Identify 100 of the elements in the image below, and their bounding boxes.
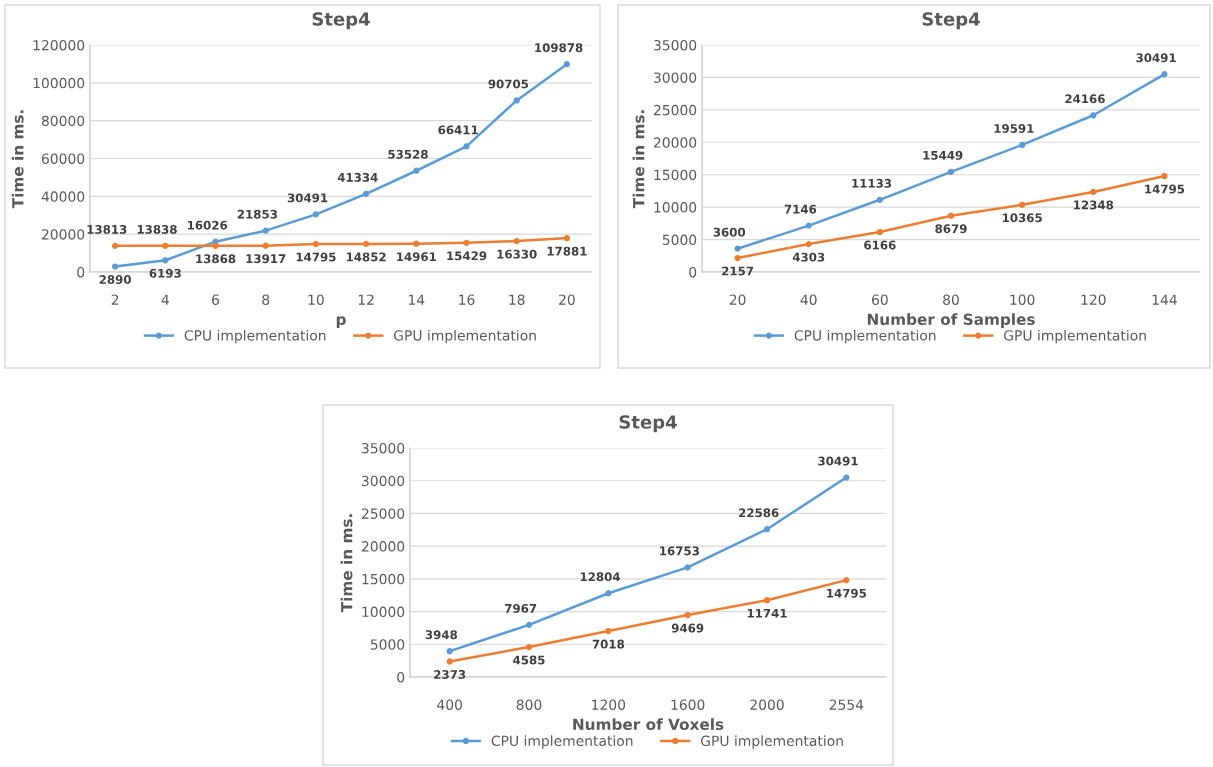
y-tick-label: 120000 xyxy=(33,39,85,51)
point xyxy=(312,240,320,248)
point xyxy=(162,242,169,249)
point xyxy=(262,242,269,249)
x-tick-label: 100 xyxy=(1010,294,1035,305)
data-label: 13813 xyxy=(87,224,127,234)
data-label: 13917 xyxy=(246,254,286,264)
data-label: 14961 xyxy=(397,252,437,262)
point xyxy=(805,240,812,248)
data-label: 17881 xyxy=(547,246,587,256)
chart-title: Step4 xyxy=(922,12,980,30)
data-label: 7967 xyxy=(505,603,537,613)
x-tick-label: 800 xyxy=(516,699,542,710)
y-tick-label: 25000 xyxy=(361,508,405,519)
data-label: 6166 xyxy=(864,240,896,250)
data-label: 14852 xyxy=(346,252,386,262)
point xyxy=(111,242,119,249)
y-tick-label: 30000 xyxy=(362,475,405,487)
data-label: 30491 xyxy=(1136,53,1176,63)
point xyxy=(162,257,169,264)
y-tick-label: 60000 xyxy=(41,153,85,164)
data-label: 21853 xyxy=(237,209,277,219)
data-label: 2890 xyxy=(99,275,131,284)
point xyxy=(947,168,955,175)
point xyxy=(1161,172,1168,180)
point xyxy=(513,97,520,104)
point xyxy=(446,658,453,665)
point xyxy=(734,254,741,262)
y-axis-title: Time in ms. xyxy=(632,110,645,209)
y-axis-title: Time in ms. xyxy=(340,514,353,613)
data-label: 7018 xyxy=(592,639,625,649)
legend-label: CPU implementation xyxy=(184,329,326,344)
point xyxy=(563,61,571,68)
data-label: 9469 xyxy=(671,623,704,633)
x-tick-label: 2 xyxy=(111,294,119,305)
point xyxy=(362,190,370,197)
x-tick-label: 120 xyxy=(1081,294,1106,305)
x-tick-label: 20 xyxy=(559,294,575,305)
x-tick-label: 1200 xyxy=(592,699,626,710)
point xyxy=(843,577,850,584)
x-tick-label: 14 xyxy=(408,294,425,305)
x-axis-title: Number of Voxels xyxy=(573,718,724,731)
legend-label: GPU implementation xyxy=(1004,329,1146,344)
x-tick-label: 6 xyxy=(212,294,220,305)
x-tick-label: 80 xyxy=(943,294,959,305)
y-tick-label: 20000 xyxy=(361,541,405,552)
chart-title: Step4 xyxy=(619,415,677,433)
x-tick-label: 20 xyxy=(729,294,746,305)
data-label: 8679 xyxy=(935,224,967,234)
data-label: 3600 xyxy=(713,227,746,237)
data-label: 4585 xyxy=(513,655,545,665)
y-tick-label: 0 xyxy=(689,266,697,278)
chart-title: Step4 xyxy=(312,12,370,30)
point xyxy=(605,590,612,597)
data-label: 14795 xyxy=(827,588,867,598)
x-tick-label: 16 xyxy=(459,294,475,305)
x-tick-label: 4 xyxy=(161,294,169,305)
x-tick-label: 1600 xyxy=(671,699,705,710)
data-label: 90705 xyxy=(488,79,529,89)
data-label: 22586 xyxy=(739,508,779,518)
y-tick-label: 5000 xyxy=(662,234,697,246)
y-tick-label: 35000 xyxy=(362,442,405,454)
data-label: 10365 xyxy=(1002,213,1042,223)
y-tick-label: 0 xyxy=(77,266,85,278)
data-label: 53528 xyxy=(388,149,428,159)
x-tick-label: 60 xyxy=(871,294,888,305)
point xyxy=(262,227,269,234)
point xyxy=(805,222,812,229)
point xyxy=(1019,201,1026,208)
legend-label: CPU implementation xyxy=(491,735,633,749)
data-label: 30491 xyxy=(818,456,858,466)
data-label: 109878 xyxy=(535,43,583,53)
point xyxy=(446,648,453,655)
y-tick-label: 15000 xyxy=(362,573,405,585)
y-tick-label: 20000 xyxy=(653,137,697,148)
data-label: 15449 xyxy=(923,150,963,160)
point xyxy=(1019,141,1026,149)
data-label: 13868 xyxy=(196,254,236,264)
data-label: 30491 xyxy=(287,193,328,203)
data-label: 12804 xyxy=(580,572,620,582)
data-label: 15429 xyxy=(447,251,487,261)
point xyxy=(362,240,370,248)
data-label: 14795 xyxy=(296,252,336,262)
data-label: 3948 xyxy=(425,630,458,640)
data-label: 16026 xyxy=(187,220,228,230)
point xyxy=(947,212,955,219)
point xyxy=(513,237,520,245)
y-tick-label: 0 xyxy=(397,671,405,683)
x-tick-label: 18 xyxy=(509,294,525,305)
y-tick-label: 5000 xyxy=(370,639,405,650)
point xyxy=(111,263,119,270)
point xyxy=(463,239,470,246)
data-label: 19591 xyxy=(994,124,1034,133)
x-tick-label: 2000 xyxy=(750,699,784,710)
point xyxy=(684,611,691,619)
data-label: 16753 xyxy=(660,546,699,556)
point xyxy=(763,597,771,604)
point xyxy=(525,621,533,628)
x-axis-title: Number of Samples xyxy=(867,313,1035,329)
point xyxy=(563,235,571,242)
